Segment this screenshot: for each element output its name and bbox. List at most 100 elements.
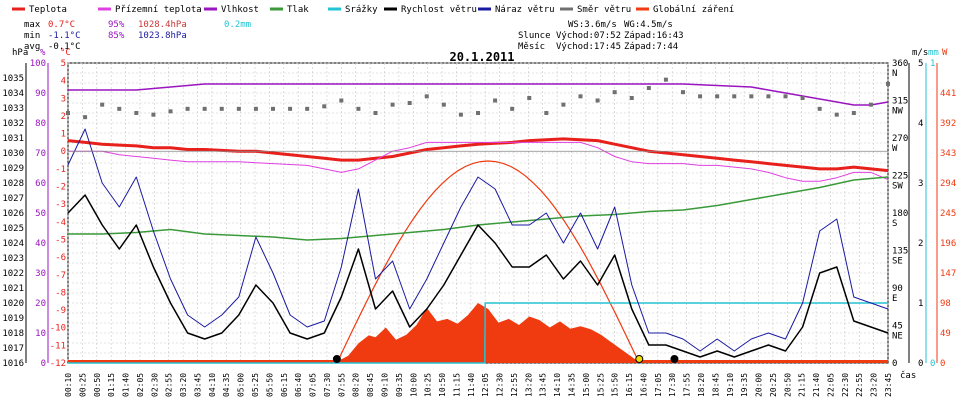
axis-unit-pct: %: [40, 48, 46, 58]
wind-direction-point: [219, 106, 224, 111]
axis-unit-ms: m/s: [912, 48, 928, 58]
wind-direction-point: [424, 94, 429, 99]
wind-direction-point: [100, 102, 105, 107]
axis-tick-label: 1018: [2, 329, 24, 339]
wind-direction-point: [236, 106, 241, 111]
wind-direction-point: [441, 102, 446, 107]
axis-tick-label: 70: [35, 149, 46, 159]
axis-tick-label: -1: [55, 165, 66, 175]
stat-min-pres: 1023.8hPa: [138, 31, 187, 41]
stat-max-hum: 95%: [108, 20, 125, 30]
x-tick-label: 18:45: [711, 373, 720, 397]
axis-tick-label: -6: [55, 253, 66, 263]
axis-tick-label: 5: [61, 59, 66, 69]
axis-tick-label: 294: [940, 179, 956, 189]
wind-direction-point: [800, 96, 805, 100]
axis-tick-label: 1019: [2, 314, 24, 324]
series-speed: [67, 194, 889, 358]
axis-tick-label: 1016: [2, 359, 24, 369]
axis-tick-label: 147: [940, 269, 956, 279]
axis-compass-label: NE: [892, 332, 903, 342]
x-tick-label: 06:15: [280, 373, 289, 397]
axis-tick-label: -11: [50, 341, 66, 351]
wind-direction-point: [681, 90, 685, 95]
stat-moon-rise: Východ:17:45: [556, 42, 621, 52]
axis-compass-label: W: [892, 144, 898, 154]
x-tick-label: 15:25: [596, 373, 605, 397]
x-tick-label: 16:40: [639, 373, 648, 397]
x-tick-label: 10:50: [438, 373, 447, 397]
radiation-baseline: [68, 360, 888, 363]
axis-tick-label: 3: [918, 179, 923, 189]
x-tick-label: 00:50: [93, 373, 102, 397]
x-tick-label: 05:25: [251, 373, 260, 397]
x-tick-label: 11:15: [452, 373, 461, 397]
axis-tick-label: -8: [55, 288, 66, 298]
x-tick-label: 11:40: [467, 373, 476, 397]
x-tick-label: 09:35: [395, 373, 404, 397]
legend-item: Tlak: [287, 5, 309, 15]
sun-moon-marker: [332, 355, 341, 363]
axis-unit-hpa: hPa: [12, 48, 28, 58]
wind-direction-point: [322, 104, 327, 109]
x-tick-label: 08:45: [366, 373, 375, 397]
x-tick-label: 20:50: [783, 373, 792, 397]
stat-max-pres: 1028.4hPa: [138, 20, 187, 30]
wind-direction-point: [185, 106, 190, 111]
stat-sun-set: Západ:16:43: [624, 31, 684, 41]
x-tick-label: 08:20: [352, 373, 361, 397]
axis-tick-label: 1032: [2, 119, 24, 129]
wind-direction-point: [595, 98, 600, 103]
x-tick-label: 20:25: [769, 373, 778, 397]
axis-tick-label: 196: [940, 239, 956, 249]
axes: hPa1016101710181019102010211022102310241…: [2, 48, 956, 369]
wind-direction-point: [646, 86, 651, 90]
axis-compass-label: SE: [892, 257, 903, 267]
x-axis-label: čas: [900, 370, 916, 381]
sun-moon-marker: [670, 355, 679, 363]
stats-panel: max 0.7°C 95% 1028.4hPa 0.2mm min -1.1°C…: [24, 20, 684, 52]
x-tick-label: 02:30: [150, 373, 159, 397]
wind-direction-point: [66, 111, 70, 115]
wind-direction-point: [817, 106, 822, 111]
x-tick-label: 06:40: [294, 373, 303, 397]
wind-direction-point: [288, 106, 293, 111]
x-tick-label: 19:35: [740, 373, 749, 397]
axis-tick-label: 315: [892, 97, 908, 107]
axis-tick-label: 1022: [2, 269, 24, 279]
axis-tick-label: 5: [918, 59, 923, 69]
wind-direction-point: [715, 94, 720, 99]
axis-tick-label: 1029: [2, 164, 24, 174]
axis-tick-label: 1025: [2, 224, 24, 234]
axis-tick-label: 1023: [2, 254, 24, 264]
axis-tick-label: 100: [30, 59, 46, 69]
axis-tick-label: 40: [35, 239, 46, 249]
axis-tick-label: 2: [61, 112, 66, 122]
axis-tick-label: 0: [930, 359, 935, 369]
axis-unit-c: °C: [60, 48, 71, 58]
wind-direction-point: [151, 112, 156, 117]
axis-tick-label: 80: [35, 119, 46, 129]
axis-tick-label: 135: [892, 247, 908, 257]
wind-direction-point: [578, 94, 583, 99]
wind-direction-point: [629, 96, 634, 100]
wind-direction-point: [83, 115, 88, 120]
axis-tick-label: -4: [55, 218, 66, 228]
wind-direction-point: [356, 106, 361, 111]
stat-max-rain: 0.2mm: [224, 20, 251, 30]
x-tick-label: 20:00: [755, 373, 764, 397]
axis-tick-label: 360: [892, 59, 908, 69]
wind-direction-point: [663, 77, 668, 82]
legend-item: Vlhkost: [221, 5, 259, 15]
axis-tick-label: 49: [940, 329, 951, 339]
x-tick-label: 07:55: [337, 373, 346, 397]
wind-direction-point: [476, 111, 480, 115]
wind-direction-point: [561, 102, 566, 107]
axis-tick-label: 1027: [2, 194, 24, 204]
axis-tick-label: 0: [918, 359, 923, 369]
wind-direction-point: [749, 94, 754, 99]
axis-tick-label: 45: [892, 322, 903, 332]
axis-tick-label: 180: [892, 209, 908, 219]
axis-tick-label: 1017: [2, 344, 24, 354]
wind-direction-point: [886, 81, 890, 86]
